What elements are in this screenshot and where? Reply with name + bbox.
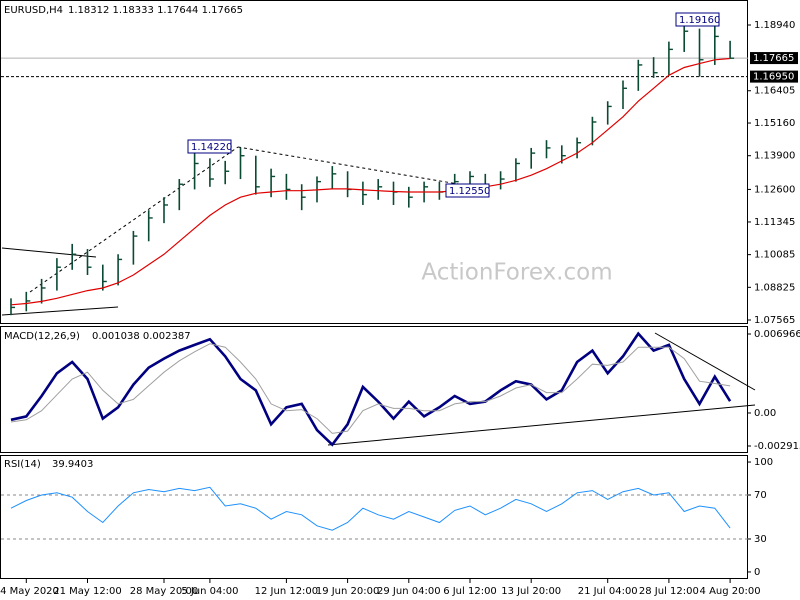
annotation-box [675,12,720,27]
annotation: 1.12550 [449,186,490,197]
annotation: 1.14220 [191,142,232,153]
x-tick-label: 13 Jul 20:00 [501,586,561,597]
trendline [1,306,119,316]
last-price-box [750,52,798,65]
rsi-panel-border [0,455,748,579]
y-tick-label: 70 [754,490,767,501]
trendlines [1,146,756,446]
price-ohlc: 1.18312 1.18333 1.17644 1.17665 [68,5,243,16]
rsi-title: RSI(14) [4,459,41,470]
trendline [29,146,239,293]
trendline [654,332,756,391]
x-tick-label: 5 Jun 04:00 [181,586,238,597]
y-tick-label: 1.07565 [754,315,795,326]
x-tick-label: 4 Aug 20:00 [700,586,761,597]
y-tick-label: 1.13900 [754,151,795,162]
x-tick-label: 21 May 12:00 [53,586,122,597]
level-label: 1.16950 [753,72,794,83]
y-tick-label: 1.11345 [754,217,795,228]
level-label-box [750,70,798,83]
annotation-box [445,183,490,198]
price-panel-border [0,0,748,324]
series-line [10,486,731,531]
rsi-value: 39.9403 [52,459,93,470]
y-tick-label: 0 [754,567,760,578]
x-tick-label: 14 May 2020 [0,586,59,597]
trendline [327,404,756,446]
macd-panel-border [0,326,748,453]
y-tick-label: 0.00 [754,408,776,419]
y-tick-label: 1.10085 [754,250,795,261]
x-tick-label: 28 Jul 12:00 [639,586,699,597]
last-price-label: 1.17665 [753,53,794,64]
y-tick-label: -0.002913 [754,441,800,452]
price-title: EURUSD,H4 [4,5,63,16]
macd-values: 0.001038 0.002387 [92,331,191,342]
y-tick-label: 1.15160 [754,118,795,129]
x-tick-label: 19 Jun 20:00 [316,586,380,597]
y-tick-label: 0.006966 [754,329,800,340]
y-tick-label: 30 [754,534,767,545]
x-tick-label: 29 Jun 04:00 [377,586,441,597]
annotation: 1.19160 [679,15,720,26]
y-tick-label: 1.08825 [754,282,795,293]
macd-title: MACD(12,26,9) [4,331,80,342]
x-tick-label: 6 Jul 12:00 [443,586,497,597]
y-tick-label: 1.12600 [754,184,795,195]
x-tick-label: 21 Jul 04:00 [578,586,638,597]
watermark: ActionForex.com [421,260,612,286]
x-tick-label: 12 Jun 12:00 [255,586,319,597]
series-line [10,343,731,434]
moving-average [10,57,731,306]
annotation-box [187,139,232,154]
y-tick-label: 1.16405 [754,86,795,97]
series-line [10,331,732,447]
trendline [1,247,97,258]
x-tick-label: 28 May 20:00 [130,586,199,597]
y-tick-label: 1.18940 [754,20,795,31]
y-tick-label: 100 [754,457,773,468]
